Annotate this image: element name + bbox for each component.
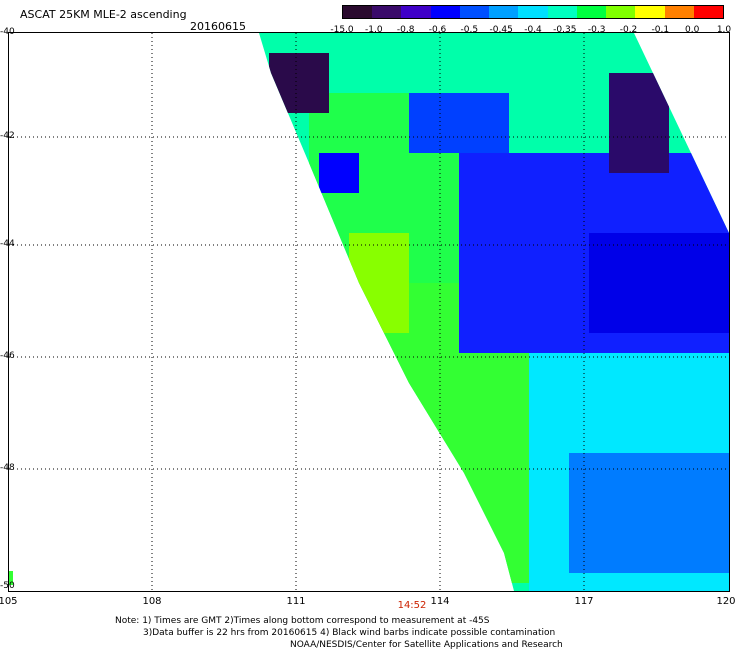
note-line-2: 3)Data buffer is 22 hrs from 20160615 4)…: [143, 628, 556, 638]
overpass-time: 14:52: [397, 600, 427, 611]
colorbar: [342, 5, 724, 19]
note-line-3: NOAA/NESDIS/Center for Satellite Applica…: [290, 640, 563, 650]
product-title: ASCAT 25KM MLE-2 ascending: [20, 8, 187, 21]
note-line-1: Note: 1) Times are GMT 2)Times along bot…: [115, 616, 490, 626]
colorbar-segment: [518, 6, 548, 18]
colorbar-segment: [459, 6, 490, 18]
swath-map: [8, 32, 730, 592]
colorbar-label: -0.1: [651, 25, 670, 35]
colorbar-segment: [664, 6, 694, 18]
colorbar-label: -0.35: [553, 25, 577, 35]
swath-fragment: [9, 571, 13, 585]
colorbar-segment: [606, 6, 636, 18]
wind-swath: [259, 33, 729, 591]
colorbar-labels: -15.0 -1.0 -0.8 -0.6 -0.5 -0.45 -0.4 -0.35 -0.3 -…: [330, 25, 740, 37]
graticule: [9, 33, 729, 591]
lon-tick: 120: [716, 596, 736, 607]
colorbar-label: -0.4: [524, 25, 542, 35]
lat-tick: -50: [0, 581, 15, 591]
colorbar-label: 1.0: [716, 25, 732, 35]
colorbar-label: -0.45: [489, 25, 513, 35]
colorbar-label: -1.0: [365, 25, 383, 35]
lon-tick: 108: [142, 596, 162, 607]
colorbar-segment: [489, 6, 519, 18]
colorbar-label: -15.0: [330, 25, 354, 35]
lat-tick: -40: [0, 27, 15, 37]
colorbar-segment: [576, 6, 607, 18]
lon-tick: 117: [574, 596, 594, 607]
colorbar-label: -0.2: [619, 25, 638, 35]
swath-svg: [9, 33, 729, 591]
lon-tick: 105: [0, 596, 18, 607]
lat-tick: -48: [0, 463, 15, 473]
lon-tick: 111: [286, 596, 306, 607]
colorbar-segment: [547, 6, 577, 18]
colorbar-label: -0.6: [428, 25, 447, 35]
colorbar-label: -0.3: [587, 25, 606, 35]
colorbar-segment: [372, 6, 402, 18]
colorbar-segment: [343, 6, 373, 18]
lat-tick: -42: [0, 131, 15, 141]
colorbar-segment: [430, 6, 460, 18]
colorbar-label: -0.5: [460, 25, 479, 35]
lon-tick: 114: [430, 596, 450, 607]
colorbar-label: -0.8: [396, 25, 415, 35]
colorbar-segment: [401, 6, 431, 18]
product-date: 20160615: [190, 20, 246, 33]
colorbar-segment: [693, 6, 724, 18]
colorbar-segment: [635, 6, 665, 18]
lat-tick: -44: [0, 239, 15, 249]
colorbar-label: 0.0: [684, 25, 700, 35]
lat-tick: -46: [0, 351, 15, 361]
